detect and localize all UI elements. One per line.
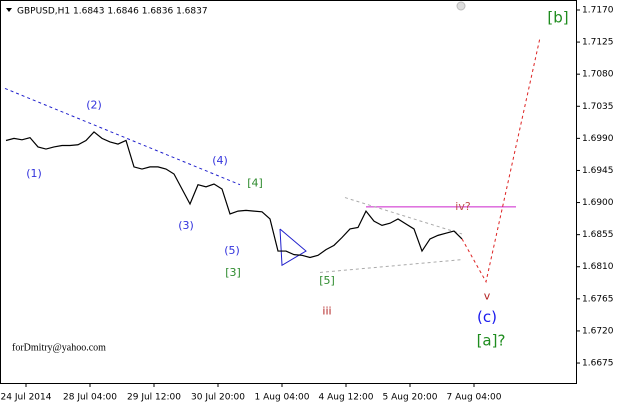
x-tick-label: 24 Jul 2014	[1, 393, 52, 403]
y-tick-label: 1.6900	[582, 198, 614, 208]
y-tick-label: 1.6990	[582, 134, 614, 144]
x-tick-label: 7 Aug 04:00	[447, 393, 502, 403]
x-tick-label: 1 Aug 04:00	[255, 393, 310, 403]
wave-label: (c)	[477, 308, 497, 326]
price-line	[5, 131, 463, 259]
wave-label: iv?	[455, 200, 471, 213]
wave-label: [b]	[547, 8, 568, 26]
overlay-line	[279, 228, 307, 267]
y-tick-label: 1.7125	[582, 38, 614, 48]
wave-label: iii	[322, 305, 331, 318]
overlay-line	[461, 37, 541, 284]
y-tick-label: 1.6675	[582, 359, 614, 369]
overlay-line	[4, 87, 241, 186]
y-tick-label: 1.6765	[582, 294, 614, 304]
wave-label: [3]	[225, 266, 241, 279]
y-tick-label: 1.6855	[582, 230, 614, 240]
corner-icon	[456, 1, 466, 11]
wave-label: v	[484, 290, 491, 303]
wave-label: [5]	[319, 274, 335, 287]
wave-label: [4]	[247, 176, 263, 189]
wave-label: (5)	[224, 244, 240, 257]
y-tick-label: 1.6720	[582, 326, 614, 336]
x-tick-label: 5 Aug 20:00	[383, 393, 438, 403]
wave-label: (3)	[178, 219, 194, 232]
x-tick-label: 4 Aug 12:00	[319, 393, 374, 403]
overlay-line	[344, 197, 463, 235]
y-tick-label: 1.6945	[582, 166, 614, 176]
x-tick-label: 28 Jul 04:00	[63, 393, 117, 403]
wave-label: (4)	[212, 154, 228, 167]
wave-label: [a]?	[477, 331, 506, 349]
chart-title: GBPUSD,H1 1.6843 1.6846 1.6836 1.6837	[17, 7, 208, 17]
y-tick-label: 1.7080	[582, 70, 614, 80]
x-tick-label: 29 Jul 12:00	[127, 393, 181, 403]
y-tick-label: 1.6810	[582, 262, 614, 272]
plot-frame	[0, 0, 577, 384]
wave-label: (1)	[26, 167, 42, 180]
y-tick-label: 1.7170	[582, 5, 614, 15]
x-tick-label: 30 Jul 20:00	[191, 393, 245, 403]
wave-label: (2)	[86, 99, 102, 112]
y-tick-label: 1.7035	[582, 102, 614, 112]
watermark: forDmitry@yahoo.com	[12, 342, 106, 353]
menu-arrow[interactable]	[6, 8, 12, 12]
